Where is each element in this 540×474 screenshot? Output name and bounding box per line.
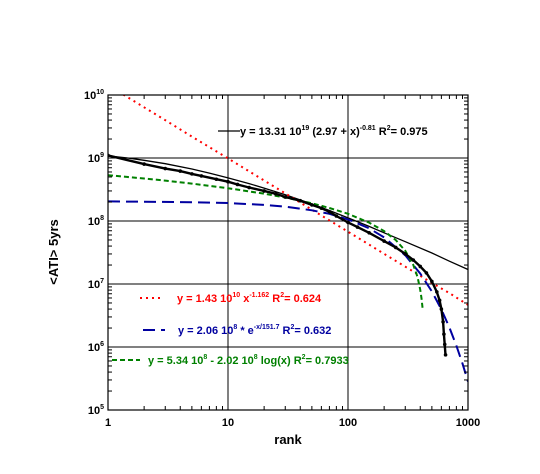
axes: 1 10 100 1000 105 106 107 108 109 1010 — [84, 89, 480, 429]
equation-power-law-with-offset: y = 13.31 1019 (2.97 + x)-0.81 R2= 0.975 — [240, 125, 428, 138]
series-equations: y = 13.31 1019 (2.97 + x)-0.81 R2= 0.975… — [112, 125, 428, 367]
y-tick-label: 106 — [88, 341, 104, 354]
data-points — [108, 153, 448, 357]
x-axis-label: rank — [274, 432, 302, 447]
series-line-logarithmic — [108, 174, 424, 311]
y-tick-label: 109 — [88, 152, 104, 165]
equation-power-law: y = 1.43 1010 x-1.162 R2= 0.624 — [177, 292, 322, 305]
x-tick-label: 100 — [339, 417, 357, 429]
y-tick-label: 108 — [88, 215, 104, 228]
data-points-trace — [108, 154, 447, 355]
y-tick-label: 105 — [88, 404, 104, 417]
plot-frame — [107, 94, 469, 411]
x-tick-label: 10 — [222, 417, 234, 429]
x-tick-label: 1 — [105, 417, 111, 429]
series-line-power-law-with-offset — [108, 155, 468, 271]
series-line-exponential — [108, 200, 468, 382]
series-line-power-law — [122, 95, 468, 306]
equation-exponential: y = 2.06 108 * e-x/151.7 R2= 0.632 — [178, 324, 331, 337]
y-axis-label: <ATI> 5yrs — [46, 219, 61, 285]
series-curves — [108, 95, 468, 382]
y-tick-label: 107 — [88, 278, 104, 291]
equation-logarithmic: y = 5.34 108 - 2.02 108 log(x) R2= 0.793… — [148, 354, 349, 367]
x-tick-label: 1000 — [456, 417, 480, 429]
y-tick-label: 1010 — [84, 89, 104, 102]
